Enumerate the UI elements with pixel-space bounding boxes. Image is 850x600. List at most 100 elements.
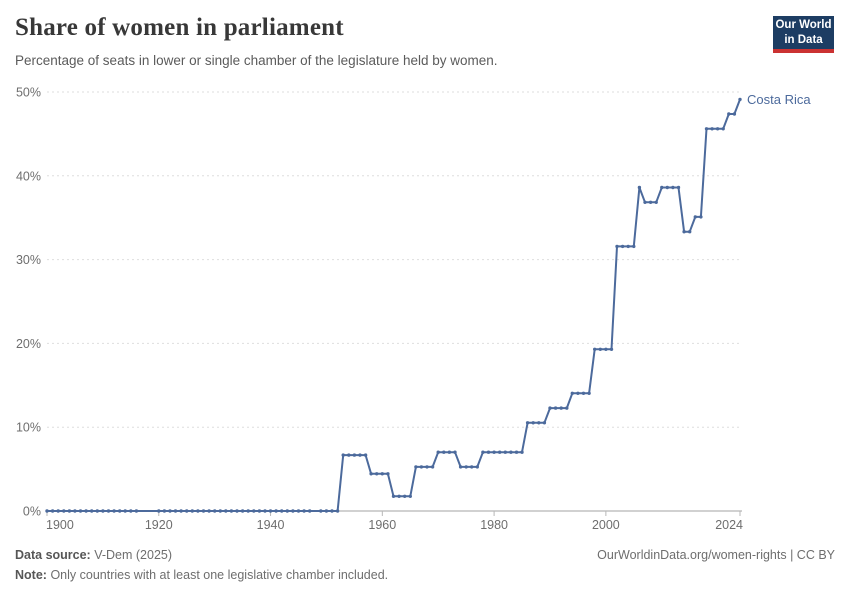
data-point [581,391,586,395]
data-point [213,509,217,513]
data-point [280,509,284,513]
data-point [185,509,189,513]
data-point [654,200,658,204]
owid-logo-line2: in Data [784,33,823,46]
data-point [604,347,608,351]
data-point [168,509,172,513]
data-point [503,450,507,454]
data-point [123,509,127,513]
data-point [430,465,435,469]
data-point [615,244,619,249]
data-point [442,450,446,454]
data-point [218,509,222,513]
data-point [531,421,535,425]
data-point [319,509,323,513]
data-point [660,185,664,190]
data-point [732,112,737,116]
owid-logo: Our World in Data [773,16,834,53]
data-point [559,406,563,410]
data-point [274,509,278,513]
data-point [738,97,742,102]
data-point [397,494,401,498]
data-point [548,406,552,410]
x-tick-label: 2024 [715,518,743,532]
data-point [609,347,614,351]
data-point [73,509,77,513]
data-point [447,450,452,454]
data-point [537,421,541,425]
data-point [492,450,496,454]
data-point [369,472,373,476]
data-point [296,509,301,513]
data-point [308,509,312,513]
line-chart: 1900 1920 1940 1960 1980 2000 2024 0% 10% 20% 30%… [16,86,811,533]
data-point [509,450,513,454]
data-point [386,472,390,476]
series-costa-rica [45,97,742,513]
x-tick-label: 1980 [480,518,508,532]
y-tick-label: 40% [16,169,41,183]
y-axis: 0% 10% 20% 30% 40% 50% [16,86,41,519]
data-point [235,509,239,513]
data-point [403,494,407,498]
data-point [118,509,122,513]
data-point [62,509,66,513]
data-point [565,406,569,410]
data-point [196,509,200,513]
data-point [78,509,83,513]
series-label: Costa Rica [747,92,811,107]
data-point [721,127,725,131]
data-point [481,450,485,454]
data-point [486,450,491,454]
data-source-value: V-Dem (2025) [94,548,173,562]
data-point [56,509,60,513]
data-point [391,494,396,498]
rights-link[interactable]: OurWorldinData.org/women-rights | CC BY [597,548,835,562]
data-point [464,465,468,469]
data-point [671,185,675,190]
data-point [173,509,178,513]
data-point [620,244,625,249]
data-point [240,509,245,513]
data-point [676,185,681,190]
data-point [727,112,731,116]
y-tick-label: 0% [23,505,41,519]
data-point [699,215,703,219]
x-axis: 1900 1920 1940 1960 1980 2000 2024 [46,511,743,532]
data-point [514,450,519,454]
data-point [375,472,379,476]
x-tick-label: 1960 [368,518,396,532]
data-point [224,509,228,513]
data-point [246,509,250,513]
data-source: Data source: V-Dem (2025) [15,548,172,562]
y-tick-label: 10% [16,421,41,435]
data-point [263,509,267,513]
data-point [324,509,329,513]
data-point [268,509,273,513]
data-point [688,230,692,234]
data-point [341,453,345,457]
data-point [419,465,424,469]
page-title: Share of women in parliament [15,14,344,41]
data-point [425,465,429,469]
data-point [380,472,384,476]
data-point [715,127,720,131]
data-point [157,509,161,513]
x-tick-label: 1940 [257,518,285,532]
gridlines [47,91,742,512]
data-point [475,465,479,469]
data-point [587,391,591,395]
data-point [229,509,234,513]
data-point [626,244,630,249]
data-point [50,509,55,513]
data-point [352,453,357,457]
data-point [363,453,368,457]
y-tick-label: 20% [16,337,41,351]
data-point [358,453,362,457]
data-point [67,509,72,513]
data-point [453,450,457,454]
data-point [106,509,111,513]
note-value: Only countries with at least one legisla… [50,568,389,582]
data-point [335,509,340,513]
data-point [470,465,474,469]
